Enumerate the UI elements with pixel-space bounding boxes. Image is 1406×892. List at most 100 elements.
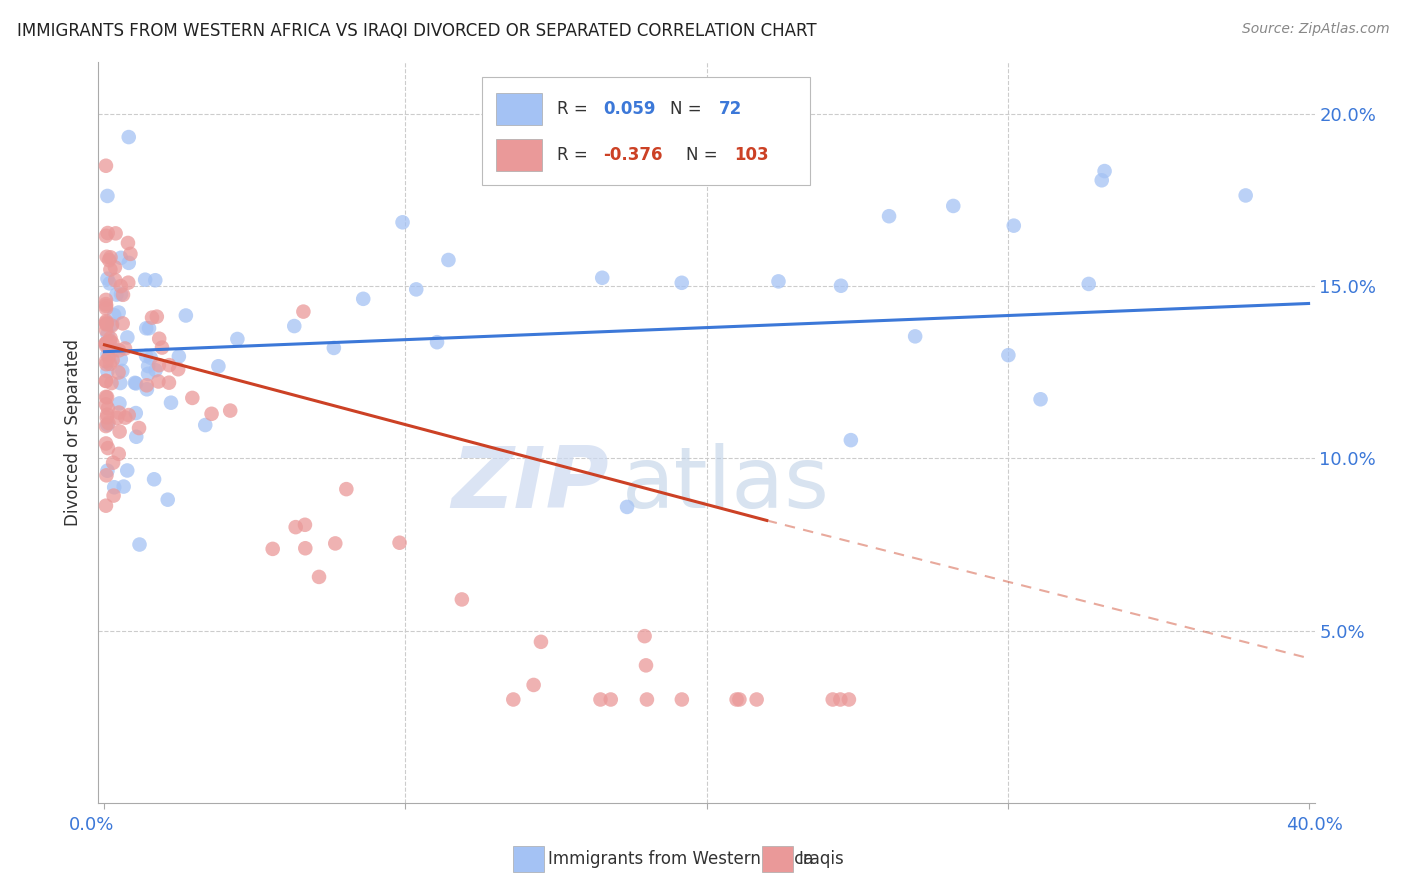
Point — [100, 250, 122, 264]
Point — [134, 273, 156, 287]
Text: 72: 72 — [718, 100, 742, 118]
Point — [148, 358, 170, 372]
Point — [1029, 392, 1052, 407]
Point — [616, 500, 638, 514]
Point — [745, 692, 768, 706]
Point — [110, 376, 132, 390]
Point — [634, 658, 657, 673]
Point — [591, 270, 613, 285]
Point — [105, 410, 128, 425]
Point — [104, 227, 127, 241]
Point — [104, 260, 127, 275]
Point — [94, 499, 117, 513]
Text: N =: N = — [686, 146, 723, 164]
Point — [143, 273, 166, 287]
Point — [437, 252, 460, 267]
Point — [145, 363, 167, 377]
Text: 103: 103 — [734, 146, 769, 164]
Point — [96, 250, 118, 264]
Point — [138, 321, 160, 335]
Point — [128, 421, 150, 435]
Point — [110, 287, 132, 301]
Point — [96, 317, 118, 331]
Text: ZIP: ZIP — [451, 443, 609, 526]
Point — [671, 276, 693, 290]
Point — [181, 391, 204, 405]
Point — [101, 353, 124, 368]
Point — [579, 116, 602, 130]
Point — [111, 364, 134, 378]
Point — [125, 430, 148, 444]
Point — [391, 215, 413, 229]
Point — [117, 276, 139, 290]
Point — [997, 348, 1019, 362]
Point — [96, 327, 118, 342]
Point — [96, 357, 118, 371]
Point — [157, 358, 180, 372]
Point — [100, 318, 122, 333]
Point — [135, 321, 157, 335]
Point — [98, 253, 121, 268]
Text: IMMIGRANTS FROM WESTERN AFRICA VS IRAQI DIVORCED OR SEPARATED CORRELATION CHART: IMMIGRANTS FROM WESTERN AFRICA VS IRAQI … — [17, 22, 817, 40]
Point — [107, 305, 129, 319]
Point — [904, 329, 927, 343]
Point — [1077, 277, 1099, 291]
Point — [839, 433, 862, 447]
Point — [135, 382, 157, 396]
Point — [97, 226, 120, 240]
Point — [96, 347, 118, 361]
Point — [98, 277, 121, 291]
Point — [335, 482, 357, 496]
Point — [118, 130, 141, 145]
Point — [294, 517, 316, 532]
Point — [94, 336, 117, 351]
Point — [200, 407, 222, 421]
Point — [114, 342, 136, 356]
Point — [877, 209, 900, 223]
Point — [110, 279, 132, 293]
Point — [308, 570, 330, 584]
Point — [94, 436, 117, 450]
Point — [136, 367, 159, 381]
Point — [110, 352, 132, 367]
Point — [284, 520, 307, 534]
Y-axis label: Divorced or Separated: Divorced or Separated — [65, 339, 83, 526]
Point — [148, 375, 170, 389]
Text: R =: R = — [557, 100, 593, 118]
Point — [283, 319, 305, 334]
Point — [830, 278, 852, 293]
Point — [105, 287, 128, 301]
Point — [139, 351, 162, 365]
Point — [117, 463, 139, 477]
Point — [107, 447, 129, 461]
Point — [167, 350, 190, 364]
Point — [96, 468, 118, 483]
Point — [94, 293, 117, 307]
Text: atlas: atlas — [621, 443, 830, 526]
Point — [98, 334, 121, 348]
Point — [111, 317, 134, 331]
Point — [96, 271, 118, 285]
Point — [96, 364, 118, 378]
Point — [108, 396, 131, 410]
Point — [156, 492, 179, 507]
Point — [97, 416, 120, 430]
Point — [388, 535, 411, 549]
Point — [599, 692, 621, 706]
Point — [97, 441, 120, 455]
Point — [1094, 164, 1116, 178]
Point — [94, 159, 117, 173]
Point — [107, 366, 129, 380]
Point — [157, 376, 180, 390]
Point — [94, 397, 117, 411]
Point — [174, 309, 197, 323]
Point — [292, 304, 315, 318]
Bar — [496, 138, 543, 171]
Point — [405, 282, 427, 296]
Point — [94, 390, 117, 404]
Point — [108, 406, 131, 420]
Point — [589, 692, 612, 706]
Point — [146, 310, 169, 324]
FancyBboxPatch shape — [481, 78, 810, 185]
Text: Immigrants from Western Africa: Immigrants from Western Africa — [548, 850, 814, 868]
